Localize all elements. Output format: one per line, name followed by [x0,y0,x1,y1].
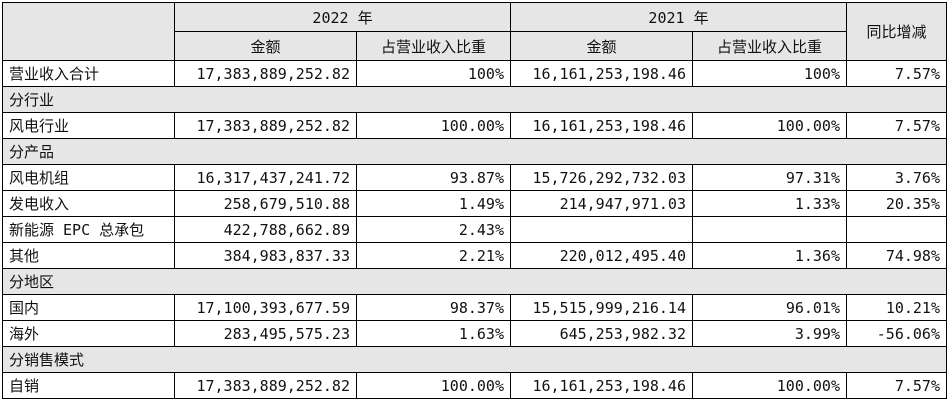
amount-2022: 17,383,889,252.82 [174,60,357,87]
amount-2022: 258,679,510.88 [174,190,357,217]
table-row-epc: 新能源 EPC 总承包 422,788,662.89 2.43% [2,216,947,243]
table-row-power-generation: 发电收入 258,679,510.88 1.49% 214,947,971.03… [2,190,947,217]
category-row-industry: 分行业 [2,86,947,113]
header-share-2021: 占营业收入比重 [692,31,847,61]
yoy-change: 3.76% [846,164,947,191]
header-amount-2021: 金额 [510,31,693,61]
category-row-sales-mode: 分销售模式 [2,346,947,373]
category-label: 分销售模式 [2,346,947,373]
amount-2021: 15,515,999,216.14 [510,294,693,321]
share-2022: 93.87% [356,164,511,191]
amount-2021: 15,726,292,732.03 [510,164,693,191]
row-label: 海外 [2,320,175,347]
yoy-change: 7.57% [846,372,947,399]
revenue-composition-table: 2022 年 2021 年 同比增减 金额 占营业收入比重 金额 占营业收入比重… [2,2,947,399]
share-2022: 100.00% [356,372,511,399]
row-label: 其他 [2,242,175,269]
amount-2021: 16,161,253,198.46 [510,112,693,139]
yoy-change: 7.57% [846,60,947,87]
amount-2021: 16,161,253,198.46 [510,372,693,399]
amount-2022: 422,788,662.89 [174,216,357,243]
table-row-direct-sales: 自销 17,383,889,252.82 100.00% 16,161,253,… [2,372,947,399]
share-2021: 97.31% [692,164,847,191]
share-2022: 2.21% [356,242,511,269]
header-row-subcolumns: 金额 占营业收入比重 金额 占营业收入比重 [3,31,947,61]
header-year-2021: 2021 年 [510,2,847,32]
amount-2022: 16,317,437,241.72 [174,164,357,191]
amount-2021: 214,947,971.03 [510,190,693,217]
row-label: 发电收入 [2,190,175,217]
amount-2022: 384,983,837.33 [174,242,357,269]
category-label: 分地区 [2,268,947,295]
amount-2022: 17,383,889,252.82 [174,112,357,139]
header-amount-2022: 金额 [174,31,357,61]
share-2022: 2.43% [356,216,511,243]
category-label: 分产品 [2,138,947,165]
amount-2022: 17,383,889,252.82 [174,372,357,399]
row-label: 自销 [2,372,175,399]
table-row-wind-industry: 风电行业 17,383,889,252.82 100.00% 16,161,25… [2,112,947,139]
row-label: 新能源 EPC 总承包 [2,216,175,243]
amount-2021: 16,161,253,198.46 [510,60,693,87]
share-2021: 1.36% [692,242,847,269]
amount-2021: 220,012,495.40 [510,242,693,269]
row-label: 风电机组 [2,164,175,191]
table-row-total: 营业收入合计 17,383,889,252.82 100% 16,161,253… [2,60,947,87]
header-yoy: 同比增减 [846,2,947,61]
yoy-change: 7.57% [846,112,947,139]
yoy-change: 20.35% [846,190,947,217]
table-row-domestic: 国内 17,100,393,677.59 98.37% 15,515,999,2… [2,294,947,321]
share-2022: 100% [356,60,511,87]
amount-2021: 645,253,982.32 [510,320,693,347]
header-blank-cell [2,2,175,61]
share-2021: 100% [692,60,847,87]
row-label: 营业收入合计 [2,60,175,87]
share-2022: 100.00% [356,112,511,139]
yoy-change: 74.98% [846,242,947,269]
yoy-change: -56.06% [846,320,947,347]
table-row-turbines: 风电机组 16,317,437,241.72 93.87% 15,726,292… [2,164,947,191]
table-row-overseas: 海外 283,495,575.23 1.63% 645,253,982.32 3… [2,320,947,347]
share-2021: 96.01% [692,294,847,321]
share-2021 [692,216,847,243]
share-2022: 98.37% [356,294,511,321]
amount-2021 [510,216,693,243]
table-row-other: 其他 384,983,837.33 2.21% 220,012,495.40 1… [2,242,947,269]
share-2021: 1.33% [692,190,847,217]
share-2021: 100.00% [692,112,847,139]
share-2021: 3.99% [692,320,847,347]
share-2022: 1.63% [356,320,511,347]
amount-2022: 17,100,393,677.59 [174,294,357,321]
row-label: 国内 [2,294,175,321]
row-label: 风电行业 [2,112,175,139]
category-row-product: 分产品 [2,138,947,165]
yoy-change [846,216,947,243]
category-row-region: 分地区 [2,268,947,295]
header-year-2022: 2022 年 [174,2,511,32]
header-row-years: 2022 年 2021 年 同比增减 [2,2,947,61]
yoy-change: 10.21% [846,294,947,321]
share-2021: 100.00% [692,372,847,399]
header-share-2022: 占营业收入比重 [356,31,511,61]
category-label: 分行业 [2,86,947,113]
share-2022: 1.49% [356,190,511,217]
amount-2022: 283,495,575.23 [174,320,357,347]
